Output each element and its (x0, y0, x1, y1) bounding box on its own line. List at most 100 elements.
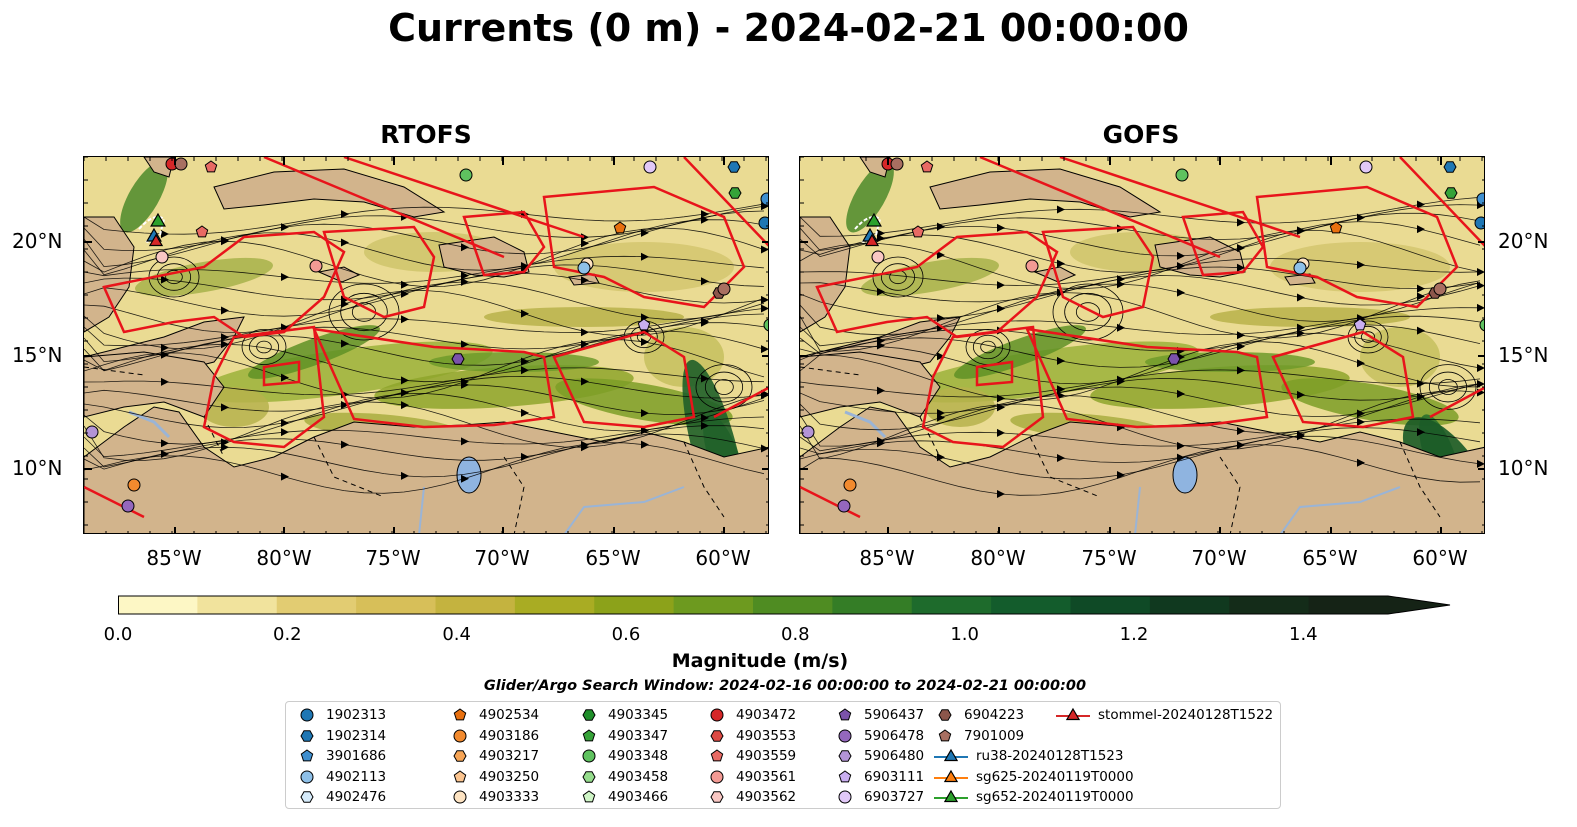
legend-item: 3901686 (294, 746, 386, 766)
lat-label-10n-right: 10°N (1498, 456, 1549, 480)
glider-sg652 (150, 212, 166, 227)
float-marker (871, 250, 885, 264)
float-marker (1167, 353, 1181, 365)
legend-label: 4903553 (736, 727, 797, 744)
float-marker (1433, 282, 1447, 296)
lon-label-65w-right: 65°W (1302, 546, 1358, 570)
legend-item: 4903345 (576, 705, 668, 725)
legend-item: stommel-20240128T1522 (1054, 705, 1273, 725)
float-marker (1359, 160, 1373, 174)
legend-item: 4902113 (294, 767, 386, 787)
legend-item: 6903111 (832, 767, 924, 787)
colorbar-segment (514, 596, 595, 614)
legend-item: 4903333 (447, 787, 539, 807)
legend-marker-icon (934, 748, 968, 762)
legend-marker-icon (300, 770, 314, 783)
legend-marker-icon (453, 708, 467, 721)
float-marker (577, 261, 591, 275)
legend-label: ru38-20240128T1523 (976, 748, 1124, 764)
legend-marker-icon (838, 790, 852, 804)
lat-label-20n-right: 20°N (1498, 229, 1549, 253)
legend-item: 5906437 (832, 705, 924, 725)
lon-label-85w-right: 85°W (859, 546, 915, 570)
legend-label: 4903561 (736, 768, 797, 785)
colorbar-segment (594, 596, 675, 614)
glider-markers (854, 212, 882, 247)
colorbar-tick-label: 0.4 (442, 624, 471, 645)
legend-label: 4903347 (608, 727, 669, 744)
float-marker (760, 192, 768, 206)
legend-marker-icon (582, 749, 596, 763)
lat-label-15n-left: 15°N (12, 343, 63, 367)
legend-item: sg652-20240119T0000 (932, 787, 1134, 807)
float-marker (127, 478, 141, 492)
legend-item: 4903559 (704, 746, 796, 766)
float-marker (1474, 216, 1484, 230)
legend-marker-icon (710, 749, 724, 762)
float-markers (85, 157, 768, 513)
lon-label-75w-right: 75°W (1081, 546, 1137, 570)
legend-marker-icon (453, 790, 467, 804)
legend-marker-icon (453, 769, 467, 782)
legend-label: 4902476 (326, 789, 387, 805)
colorbar-segment (673, 596, 754, 614)
legend-marker-icon (300, 729, 314, 742)
legend-marker-icon (582, 728, 596, 741)
lat-label-10n-left: 10°N (12, 456, 63, 480)
float-markers (801, 157, 1484, 513)
float-marker (643, 160, 657, 174)
colorbar-segment (1308, 596, 1389, 614)
float-marker (1353, 318, 1367, 331)
colorbar-segment (753, 596, 833, 614)
legend-marker-icon (300, 791, 314, 803)
boundary-polygons (84, 157, 768, 519)
legend-label: stommel-20240128T1522 (1098, 707, 1274, 723)
legend-marker-icon (453, 750, 467, 762)
legend-label: 4903217 (479, 748, 540, 764)
float-marker (1025, 259, 1039, 273)
colorbar-tick-label: 0.0 (103, 624, 133, 645)
legend-item: 4903458 (576, 767, 668, 787)
legend-item: 4903186 (447, 726, 539, 746)
legend-item: 7901009 (932, 726, 1024, 746)
legend-label: sg652-20240119T0000 (976, 789, 1134, 805)
lon-label-80w-left: 80°W (256, 546, 312, 570)
colorbar-segment (991, 596, 1072, 614)
colorbar-tick-label: 0.8 (781, 624, 810, 645)
lake-maracaibo (1172, 456, 1198, 494)
glider-stommel (148, 233, 164, 247)
float-marker (843, 478, 857, 492)
legend-item: 4903250 (447, 767, 539, 787)
boundary-polygons (800, 157, 1484, 519)
float-marker (758, 216, 768, 230)
legend-label: 5906437 (864, 707, 925, 723)
legend-label: 3901686 (326, 748, 387, 764)
legend-marker-icon (300, 749, 314, 762)
legend-label: sg625-20240119T0000 (976, 768, 1134, 785)
main-title: Currents (0 m) - 2024-02-21 00:00:00 (388, 6, 1189, 50)
legend-item: 5906480 (832, 746, 924, 766)
legend-label: 1902314 (326, 727, 387, 744)
legend-label: 4903250 (479, 768, 540, 785)
legend-item: sg625-20240119T0000 (932, 767, 1134, 787)
lon-label-70w-right: 70°W (1191, 546, 1247, 570)
float-marker (613, 221, 627, 234)
legend-marker-icon (938, 709, 952, 721)
float-marker (763, 318, 768, 332)
glider-sg652 (866, 212, 882, 227)
float-marker (911, 225, 925, 238)
float-marker (801, 425, 815, 439)
float-marker (309, 259, 323, 273)
colorbar-tick-label: 0.2 (273, 624, 302, 645)
legend-label: 4903472 (736, 707, 797, 723)
lat-label-20n-left: 20°N (12, 229, 63, 253)
lon-label-80w-right: 80°W (970, 546, 1026, 570)
legend-marker-icon (710, 729, 724, 742)
float-marker (155, 250, 169, 264)
colorbar-segment (911, 596, 992, 614)
legend-marker-icon (710, 791, 724, 803)
axis-ticks (800, 157, 1484, 533)
gofs-panel-title: GOFS (1102, 120, 1180, 149)
float-marker (1479, 318, 1484, 332)
legend-label: 5906478 (864, 727, 925, 744)
